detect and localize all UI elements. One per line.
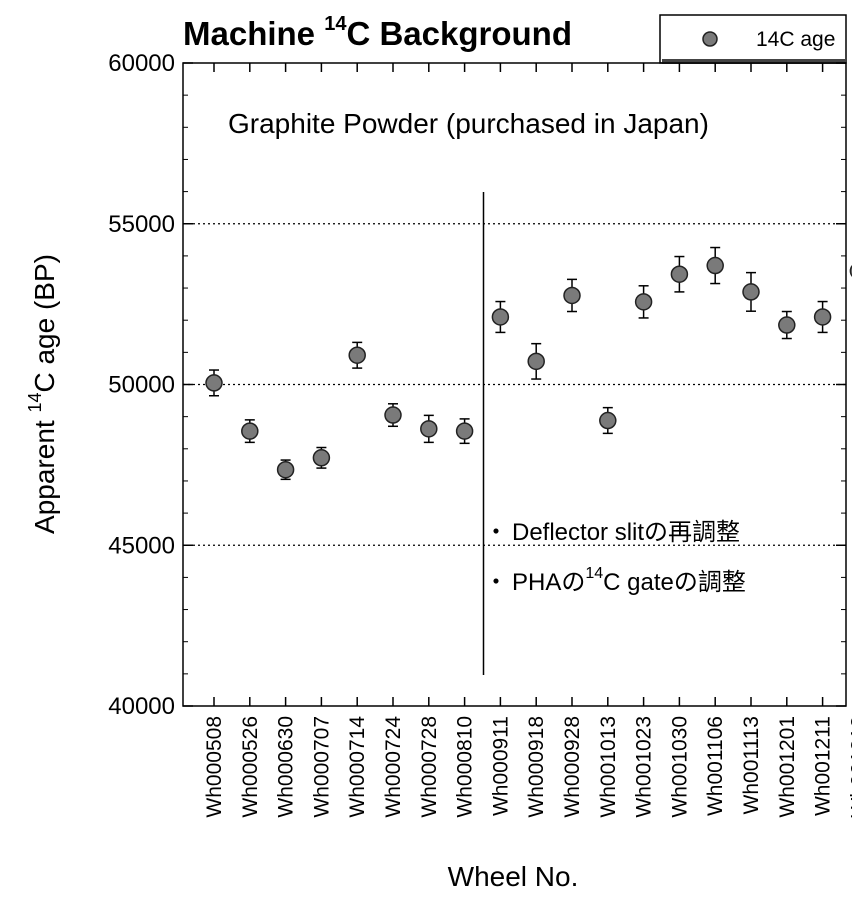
data-point — [742, 283, 760, 301]
data-point — [813, 308, 832, 326]
x-tick-label: Wh000630 — [275, 716, 298, 818]
data-point — [527, 352, 545, 371]
x-tick-label: Wh001023 — [633, 716, 656, 818]
legend-box — [659, 14, 847, 64]
annotation-1: ・ Deflector slitの再調整 — [484, 519, 740, 546]
y-tick-label: 40000 — [108, 693, 175, 720]
annotations: ・ Deflector slitの再調整 ・ PHAの14C gateの調整 — [484, 519, 746, 596]
x-axis-label: Wheel No. — [448, 861, 579, 892]
x-tick-label: Wh001201 — [776, 716, 799, 818]
data-point — [348, 346, 366, 364]
chart-title: Machine 14C Background — [183, 13, 572, 52]
data-points — [205, 246, 852, 481]
y-tick-label: 60000 — [108, 50, 175, 77]
data-point — [455, 422, 474, 440]
legend-marker — [702, 31, 718, 47]
x-tick-label: Wh000526 — [239, 716, 262, 818]
data-point — [241, 422, 259, 440]
x-tick-label: Wh001030 — [668, 716, 691, 818]
data-point — [420, 420, 438, 438]
y-tick-label: 45000 — [108, 532, 175, 559]
data-point — [384, 406, 402, 424]
annotation-2: ・ PHAの14C gateの調整 — [484, 565, 746, 596]
data-point — [634, 293, 653, 311]
x-tick-label: Wh001106 — [704, 716, 727, 816]
data-point — [706, 256, 724, 275]
x-tick-label: Wh001218 — [847, 716, 852, 818]
chart-subtitle: Graphite Powder (purchased in Japan) — [228, 108, 709, 139]
data-point — [563, 286, 581, 305]
legend-label: 14C age — [756, 28, 835, 51]
x-tick-label: Wh001113 — [740, 716, 763, 814]
data-point — [312, 449, 331, 467]
x-tick-label: Wh000918 — [525, 716, 548, 818]
x-tick-label: Wh000728 — [418, 716, 441, 818]
x-tick-label: Wh001013 — [597, 716, 620, 818]
y-tick-label: 55000 — [108, 211, 175, 238]
x-tick-label: Wh000911 — [489, 716, 512, 816]
data-point — [205, 374, 223, 392]
legend-shadow — [662, 59, 846, 64]
x-tick-label: Wh000508 — [203, 716, 226, 818]
data-point — [276, 460, 295, 479]
legend: 14C age — [659, 14, 847, 64]
x-tick-label: Wh000714 — [346, 716, 369, 818]
x-axis: Wh000508 Wh000526 Wh000630 Wh000707 Wh000714… — [203, 63, 852, 818]
y-tick-label: 50000 — [108, 372, 175, 399]
gridlines — [183, 223, 846, 546]
x-tick-label: Wh001211 — [812, 716, 835, 816]
y-axis: 40000 45000 50000 55000 60000 — [108, 50, 846, 720]
x-tick-label: Wh000928 — [561, 716, 584, 818]
data-point — [491, 308, 510, 326]
x-tick-label: Wh000724 — [382, 716, 405, 818]
data-point — [599, 411, 617, 430]
x-tick-label: Wh000810 — [454, 716, 477, 818]
y-axis-label: Apparent 14C age (BP) — [25, 254, 60, 534]
data-point — [670, 265, 689, 283]
x-tick-label: Wh000707 — [310, 716, 333, 818]
data-point — [778, 316, 796, 334]
